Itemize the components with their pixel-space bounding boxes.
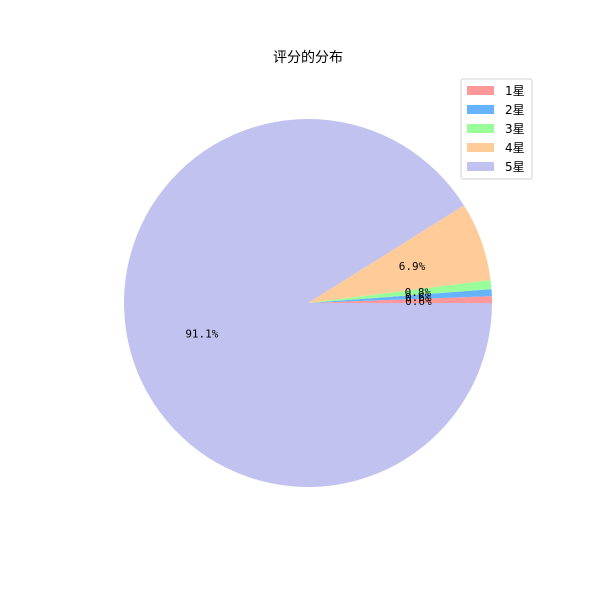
legend-swatch-1 bbox=[467, 86, 494, 95]
legend-label-1: 1星 bbox=[505, 84, 525, 98]
legend-swatch-4 bbox=[467, 143, 494, 152]
legend-swatch-2 bbox=[467, 105, 494, 114]
pie-slice-2 bbox=[308, 289, 492, 303]
legend-label-4: 4星 bbox=[505, 141, 525, 155]
pie-slice-3 bbox=[308, 279, 492, 303]
legend-frame bbox=[460, 78, 533, 180]
legend-label-3: 3星 bbox=[505, 122, 525, 136]
pie-value-label-4: 6.9% bbox=[399, 260, 426, 273]
legend-swatch-3 bbox=[467, 124, 494, 133]
pie-value-label-2: 0.6% bbox=[405, 291, 432, 304]
pie-value-label-1: 0.6% bbox=[405, 295, 432, 308]
legend-label-5: 5星 bbox=[505, 160, 525, 174]
legend-label-2: 2星 bbox=[505, 103, 525, 117]
pie-slice-1 bbox=[308, 296, 492, 303]
pie-value-labels: 0.6%0.6%0.8% 6.9% 91.1% bbox=[185, 260, 432, 341]
pie-value-label-3: 0.8% bbox=[405, 286, 432, 299]
chart-title: 评分的分布 bbox=[273, 50, 343, 66]
legend: 1星 2星 3星 4星 5星 bbox=[460, 78, 533, 180]
pie-value-label-5: 91.1% bbox=[185, 327, 218, 340]
pie-slice-4 bbox=[308, 205, 491, 303]
pie-slices bbox=[124, 118, 492, 487]
legend-swatch-5 bbox=[467, 162, 494, 171]
pie-slice-5 bbox=[124, 118, 492, 487]
